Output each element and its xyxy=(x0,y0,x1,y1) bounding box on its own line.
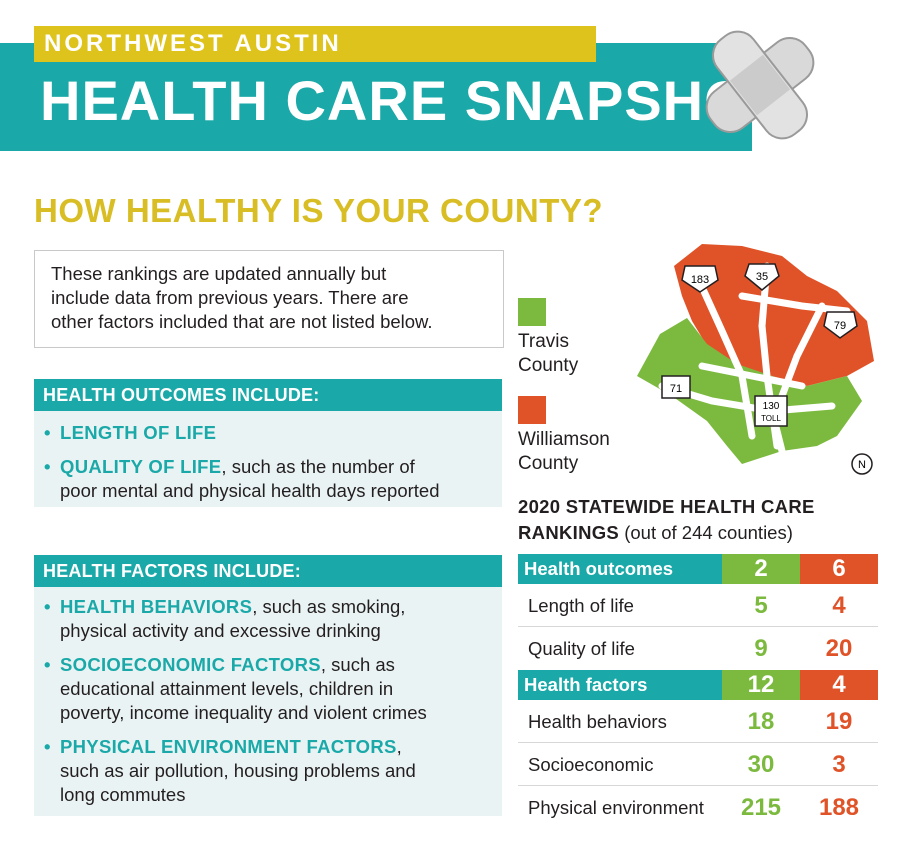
rankings-title-bold: RANKINGS xyxy=(518,522,620,543)
north-arrow-icon: N xyxy=(851,453,873,475)
travis-rank: 215 xyxy=(740,794,782,821)
list-item: • SOCIOECONOMIC FACTORS, such as educati… xyxy=(34,653,502,725)
williamson-county-shape xyxy=(674,244,874,386)
route-183-icon: 183 xyxy=(681,265,719,293)
bullet-text: , xyxy=(396,736,402,757)
travis-rank: 5 xyxy=(754,592,768,619)
williamson-rank: 188 xyxy=(818,794,860,821)
table-row: Health behaviors 18 19 xyxy=(518,700,878,743)
bullet-text: educational attainment levels, children … xyxy=(60,678,394,699)
bullet-icon: • xyxy=(44,456,51,477)
bullet-text: physical activity and excessive drinking xyxy=(60,620,381,641)
outcomes-panel: HEALTH OUTCOMES INCLUDE: • LENGTH OF LIF… xyxy=(34,379,502,507)
table-row: Socioeconomic 30 3 xyxy=(518,743,878,786)
bandage-icon xyxy=(705,30,815,140)
legend-text: County xyxy=(518,355,579,376)
travis-rank: 12 xyxy=(747,671,775,698)
bullet-icon: • xyxy=(44,596,51,617)
rankings-title-rest: (out of 244 counties) xyxy=(619,522,793,543)
bullet-text: such as air pollution, housing problems … xyxy=(60,760,416,781)
rankings-title: 2020 STATEWIDE HEALTH CARE RANKINGS (out… xyxy=(518,494,878,546)
row-label: Health outcomes xyxy=(524,558,674,579)
williamson-rank: 19 xyxy=(825,708,853,735)
bullet-text: poverty, income inequality and violent c… xyxy=(60,702,427,723)
legend-label-williamson: Williamson County xyxy=(518,428,610,476)
route-label: 35 xyxy=(756,271,768,283)
williamson-rank: 4 xyxy=(832,671,846,698)
factors-panel: HEALTH FACTORS INCLUDE: • HEALTH BEHAVIO… xyxy=(34,555,502,816)
legend-swatch-travis xyxy=(518,298,546,326)
list-item: • HEALTH BEHAVIORS, such as smoking, phy… xyxy=(34,595,502,643)
list-item: • LENGTH OF LIFE xyxy=(34,421,502,445)
bullet-text: , such as smoking, xyxy=(252,596,406,617)
williamson-rank: 4 xyxy=(832,592,846,619)
legend-text: County xyxy=(518,453,579,474)
intro-line: include data from previous years. There … xyxy=(51,287,409,308)
table-row-header: Health outcomes 2 6 xyxy=(518,554,878,584)
section-title: HOW HEALTHY IS YOUR COUNTY? xyxy=(34,192,604,229)
table-row: Quality of life 9 20 xyxy=(518,627,878,670)
travis-rank: 9 xyxy=(754,635,768,662)
page-title: HEALTH CARE SNAPSHOT xyxy=(40,69,784,132)
row-label: Health factors xyxy=(524,674,648,695)
route-130-toll-icon: 130 TOLL xyxy=(754,395,788,427)
williamson-rank: 3 xyxy=(832,751,846,778)
row-label: Socioeconomic xyxy=(528,754,654,775)
table-row: Physical environment 215 188 xyxy=(518,786,878,829)
intro-box: These rankings are updated annually but … xyxy=(34,250,504,348)
rankings-table: Health outcomes 2 6 Length of life 5 4 Q… xyxy=(518,554,878,829)
row-label: Length of life xyxy=(528,595,634,616)
route-label: 79 xyxy=(834,320,846,332)
bullet-text: , such as xyxy=(320,654,395,675)
bullet-text: , such as the number of xyxy=(221,456,415,477)
list-item: • PHYSICAL ENVIRONMENT FACTORS, such as … xyxy=(34,735,502,807)
bullet-icon: • xyxy=(44,654,51,675)
route-label: 71 xyxy=(670,383,682,395)
travis-rank: 30 xyxy=(747,751,775,778)
outcomes-heading: HEALTH OUTCOMES INCLUDE: xyxy=(34,379,502,411)
rankings-title-bold: 2020 STATEWIDE HEALTH CARE xyxy=(518,496,815,517)
williamson-rank: 6 xyxy=(832,555,846,582)
bullet-emphasis: SOCIOECONOMIC FACTORS xyxy=(60,654,321,675)
table-row: Length of life 5 4 xyxy=(518,584,878,627)
legend-text: Williamson xyxy=(518,429,610,450)
county-map: 183 35 79 71 130 TOLL N xyxy=(637,244,874,475)
route-label: 130 xyxy=(763,401,780,412)
legend-text: Travis xyxy=(518,331,570,352)
williamson-rank: 20 xyxy=(825,635,853,662)
factors-heading: HEALTH FACTORS INCLUDE: xyxy=(34,555,502,587)
route-71-icon: 71 xyxy=(661,375,691,399)
row-label: Physical environment xyxy=(528,797,704,818)
legend-swatch-williamson xyxy=(518,396,546,424)
legend-label-travis: Travis County xyxy=(518,330,578,378)
travis-rank: 18 xyxy=(747,708,775,735)
bullet-emphasis: QUALITY OF LIFE xyxy=(60,456,222,477)
bullet-icon: • xyxy=(44,422,51,443)
route-label: 183 xyxy=(691,274,709,286)
bullet-emphasis: PHYSICAL ENVIRONMENT FACTORS xyxy=(60,736,397,757)
bullet-icon: • xyxy=(44,736,51,757)
row-label: Health behaviors xyxy=(528,711,667,732)
intro-line: other factors included that are not list… xyxy=(51,311,433,332)
travis-county-shape xyxy=(637,318,862,464)
route-35-icon: 35 xyxy=(744,263,780,291)
row-label: Quality of life xyxy=(528,638,635,659)
table-row-header: Health factors 12 4 xyxy=(518,670,878,700)
header-kicker: NORTHWEST AUSTIN xyxy=(34,26,596,62)
travis-rank: 2 xyxy=(754,555,768,582)
route-label: TOLL xyxy=(761,414,781,423)
intro-line: These rankings are updated annually but xyxy=(51,263,387,284)
bullet-emphasis: HEALTH BEHAVIORS xyxy=(60,596,253,617)
north-label: N xyxy=(858,459,866,471)
bullet-text: poor mental and physical health days rep… xyxy=(60,480,440,501)
bullet-emphasis: LENGTH OF LIFE xyxy=(60,422,217,443)
route-79-icon: 79 xyxy=(823,311,858,339)
list-item: • QUALITY OF LIFE, such as the number of… xyxy=(34,455,502,503)
bullet-text: long commutes xyxy=(60,784,186,805)
